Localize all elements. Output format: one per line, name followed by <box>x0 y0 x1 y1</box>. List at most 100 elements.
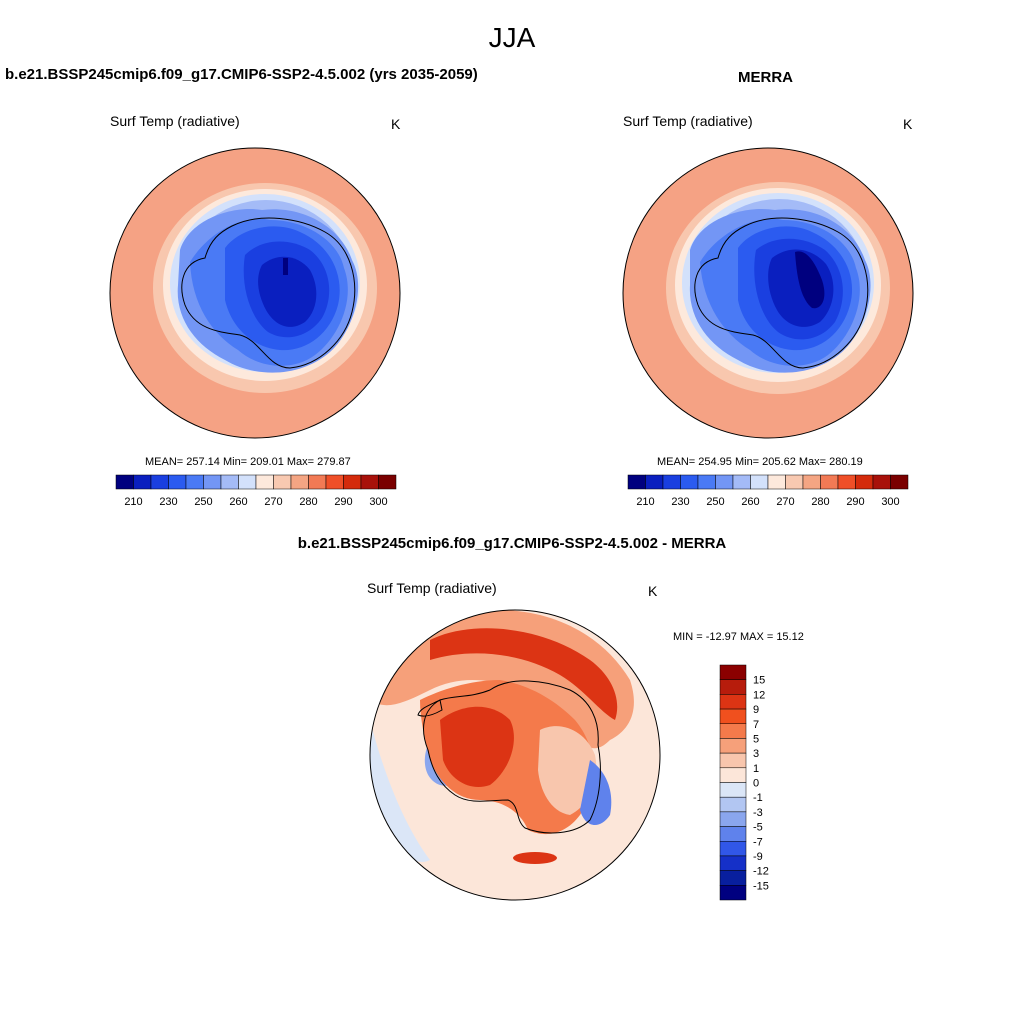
panel1-map-border <box>109 147 401 439</box>
panel3-negative-anomaly-west <box>370 720 430 862</box>
colorbar-tick-label: 0 <box>753 778 759 790</box>
colorbar-tick-label: 5 <box>753 733 759 745</box>
panel2-title: MERRA <box>738 69 793 86</box>
panel3-continent-hot-core <box>440 706 514 788</box>
colorbar-swatch <box>273 474 292 490</box>
panel3-stats: MIN = -12.97 MAX = 15.12 <box>673 631 804 643</box>
colorbar-swatch <box>837 474 856 490</box>
colorbar-swatch <box>719 738 747 754</box>
colorbar-swatch <box>855 474 874 490</box>
figure-title: JJA <box>488 22 536 53</box>
colorbar-tick-label: 270 <box>776 496 794 508</box>
panel1-contour-210 <box>283 258 288 275</box>
panel3-title: b.e21.BSSP245cmip6.f09_g17.CMIP6-SSP2-4.… <box>297 535 727 552</box>
colorbar-tick-label: 260 <box>741 496 759 508</box>
colorbar-tick-label: -15 <box>753 880 769 892</box>
colorbar-tick-label: -5 <box>753 822 763 834</box>
colorbar-swatch <box>719 782 747 798</box>
panel2-units-label: K <box>903 116 913 132</box>
panel2-colorbar: 210 230 250 260 270 280 290 300 <box>627 474 909 508</box>
colorbar-swatch <box>150 474 169 490</box>
colorbar-tick-label: 3 <box>753 748 759 760</box>
colorbar-swatch <box>133 474 152 490</box>
colorbar-swatch <box>719 679 747 695</box>
panel2-variable-label: Surf Temp (radiative) <box>623 113 753 129</box>
panel3-map-border <box>369 609 661 901</box>
panel2-stats: MEAN= 254.95 Min= 205.62 Max= 280.19 <box>657 456 863 468</box>
panel3-map <box>370 610 660 900</box>
colorbar-swatch <box>872 474 891 490</box>
colorbar-swatch <box>820 474 839 490</box>
colorbar-swatch <box>220 474 239 490</box>
colorbar-swatch <box>343 474 362 490</box>
colorbar-swatch <box>645 474 664 490</box>
colorbar-swatch <box>802 474 821 490</box>
colorbar-swatch <box>719 841 747 857</box>
colorbar-swatch <box>378 474 397 490</box>
colorbar-swatch <box>255 474 274 490</box>
colorbar-swatch <box>785 474 804 490</box>
colorbar-tick-label: 15 <box>753 675 765 687</box>
colorbar-swatch <box>719 796 747 813</box>
colorbar-swatch <box>719 752 747 769</box>
colorbar-swatch <box>750 474 769 490</box>
panel1-contour-220 <box>258 256 317 327</box>
colorbar-swatch <box>719 664 747 680</box>
panel1-title: b.e21.BSSP245cmip6.f09_g17.CMIP6-SSP2-4.… <box>5 66 478 83</box>
colorbar-swatch <box>719 723 747 739</box>
colorbar-swatch <box>168 474 187 490</box>
panel3-units-label: K <box>648 583 658 599</box>
panel1-stats: MEAN= 257.14 Min= 209.01 Max= 279.87 <box>145 456 351 468</box>
colorbar-swatch <box>719 855 747 871</box>
panel1-variable-label: Surf Temp (radiative) <box>110 113 240 129</box>
colorbar-swatch <box>360 474 379 490</box>
colorbar-tick-label: 230 <box>671 496 689 508</box>
colorbar-swatch <box>203 474 222 490</box>
colorbar-tick-label: 9 <box>753 704 759 716</box>
colorbar-tick-label: 290 <box>334 496 352 508</box>
panel2-coastline <box>694 217 869 369</box>
colorbar-tick-label: 7 <box>753 719 759 731</box>
colorbar-tick-label: -12 <box>753 866 769 878</box>
panel1-coastline <box>181 217 356 369</box>
colorbar-swatch <box>325 474 344 490</box>
panel3-peninsula-coastline <box>417 699 443 717</box>
colorbar-swatch <box>185 474 204 490</box>
colorbar-swatch <box>767 474 786 490</box>
colorbar-swatch <box>719 708 747 724</box>
colorbar-swatch <box>715 474 734 490</box>
panel2-contour-210 <box>795 251 825 309</box>
colorbar-tick-label: -1 <box>753 792 763 804</box>
colorbar-tick-label: 300 <box>369 496 387 508</box>
colorbar-swatch <box>890 474 909 490</box>
panel1-colorbar: 210 230 250 260 270 280 290 300 <box>115 474 397 508</box>
colorbar-tick-label: 12 <box>753 689 765 701</box>
panel1-map <box>110 148 400 438</box>
colorbar-swatch <box>719 826 747 842</box>
colorbar-swatch <box>732 474 751 490</box>
colorbar-tick-label: 230 <box>159 496 177 508</box>
colorbar-tick-label: 250 <box>706 496 724 508</box>
colorbar-swatch <box>115 474 134 490</box>
colorbar-swatch <box>719 694 747 710</box>
colorbar-swatch <box>238 474 257 490</box>
panel2-map <box>623 148 913 438</box>
panel3-negative-anomaly-east <box>580 760 612 826</box>
panel3-strong-positive-anomaly <box>430 628 618 720</box>
colorbar-tick-label: 270 <box>264 496 282 508</box>
colorbar-tick-label: 280 <box>299 496 317 508</box>
colorbar-tick-label: 210 <box>636 496 654 508</box>
colorbar-tick-label: 280 <box>811 496 829 508</box>
colorbar-tick-label: 250 <box>194 496 212 508</box>
panel3-southern-positive-anomaly <box>513 852 557 864</box>
panel3-continent-east-anomaly <box>538 726 597 815</box>
colorbar-swatch <box>627 474 646 490</box>
colorbar-swatch <box>662 474 681 490</box>
colorbar-swatch <box>719 767 747 783</box>
colorbar-swatch <box>719 811 747 827</box>
panel3-variable-label: Surf Temp (radiative) <box>367 580 497 596</box>
colorbar-swatch <box>719 885 747 901</box>
colorbar-swatch <box>308 474 327 490</box>
colorbar-swatch <box>680 474 699 490</box>
